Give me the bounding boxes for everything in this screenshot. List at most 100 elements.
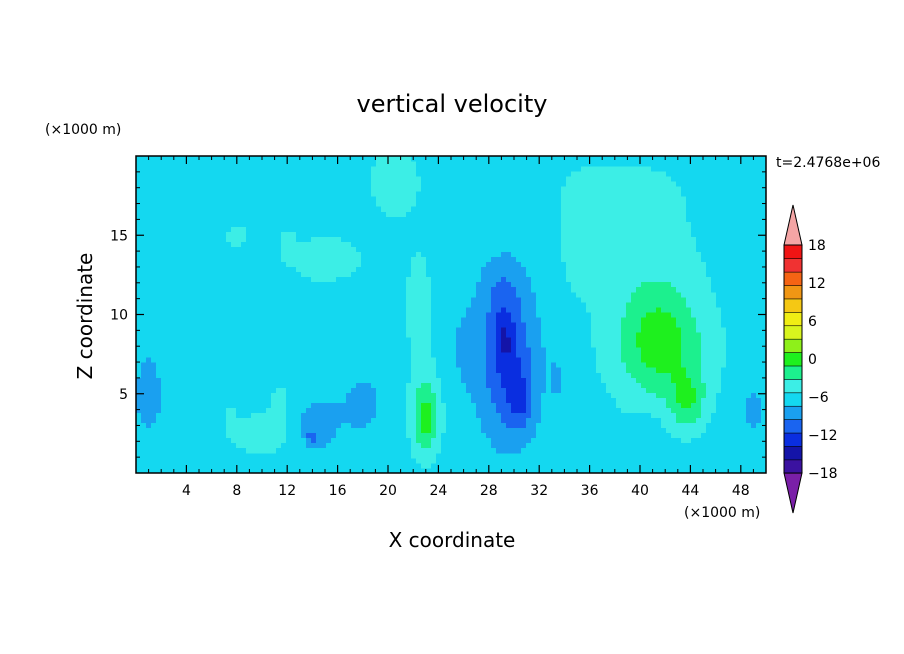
field-cell bbox=[451, 306, 457, 313]
field-cell bbox=[371, 286, 377, 293]
field-cell bbox=[756, 332, 762, 338]
field-cell bbox=[746, 342, 752, 348]
field-cell bbox=[721, 417, 727, 424]
field-cell bbox=[311, 322, 317, 328]
field-cell bbox=[401, 291, 407, 298]
field-cell bbox=[596, 372, 602, 378]
field-cell bbox=[316, 286, 322, 293]
field-cell bbox=[306, 402, 312, 408]
field-cell bbox=[471, 291, 477, 298]
field-cell bbox=[726, 291, 732, 298]
field-cell bbox=[611, 352, 617, 358]
field-cell bbox=[371, 442, 377, 449]
field-cell bbox=[531, 317, 537, 323]
field-cell bbox=[246, 342, 252, 348]
field-cell bbox=[676, 301, 682, 308]
field-cell bbox=[736, 332, 742, 338]
field-cell bbox=[216, 412, 222, 419]
field-cell bbox=[216, 322, 222, 328]
field-cell bbox=[286, 382, 292, 388]
field-cell bbox=[541, 377, 547, 383]
field-cell bbox=[326, 437, 332, 444]
field-cell bbox=[171, 306, 177, 313]
field-cell bbox=[421, 407, 427, 414]
field-cell bbox=[581, 322, 587, 328]
field-cell bbox=[476, 347, 482, 353]
field-cell bbox=[196, 432, 202, 439]
field-cell bbox=[146, 271, 152, 278]
field-cell bbox=[206, 372, 212, 378]
field-cell bbox=[161, 417, 167, 424]
field-cell bbox=[441, 397, 447, 403]
field-cell bbox=[351, 382, 357, 388]
field-cell bbox=[611, 281, 617, 288]
field-cell bbox=[546, 362, 552, 368]
field-cell bbox=[721, 392, 727, 398]
field-cell bbox=[326, 387, 332, 393]
field-cell bbox=[401, 402, 407, 408]
field-cell bbox=[481, 271, 487, 278]
field-cell bbox=[291, 306, 297, 313]
field-cell bbox=[576, 291, 582, 298]
field-cell bbox=[606, 392, 612, 398]
field-cell bbox=[366, 407, 372, 414]
field-cell bbox=[141, 372, 147, 378]
field-cell bbox=[646, 412, 652, 419]
field-cell bbox=[441, 407, 447, 414]
field-cell bbox=[586, 457, 592, 464]
field-cell bbox=[741, 392, 747, 398]
field-cell bbox=[211, 347, 217, 353]
field-cell bbox=[161, 467, 167, 474]
field-cell bbox=[196, 442, 202, 449]
field-cell bbox=[676, 372, 682, 378]
field-cell bbox=[291, 387, 297, 393]
field-cell bbox=[306, 467, 312, 474]
field-cell bbox=[561, 281, 567, 288]
field-cell bbox=[581, 377, 587, 383]
field-cell bbox=[706, 286, 712, 293]
field-cell bbox=[526, 327, 532, 333]
field-cell bbox=[581, 357, 587, 363]
field-cell bbox=[481, 417, 487, 424]
field-cell bbox=[306, 291, 312, 298]
field-cell bbox=[591, 467, 597, 474]
field-cell bbox=[511, 367, 517, 373]
field-cell bbox=[416, 452, 422, 459]
field-cell bbox=[496, 306, 502, 313]
field-cell bbox=[591, 347, 597, 353]
field-cell bbox=[206, 271, 212, 278]
field-cell bbox=[446, 306, 452, 313]
field-cell bbox=[546, 352, 552, 358]
field-cell bbox=[551, 462, 557, 469]
field-cell bbox=[596, 286, 602, 293]
field-cell bbox=[301, 291, 307, 298]
field-cell bbox=[211, 286, 217, 293]
field-cell bbox=[666, 322, 672, 328]
field-cell bbox=[226, 306, 232, 313]
field-cell bbox=[531, 347, 537, 353]
field-cell bbox=[266, 442, 272, 449]
field-cell bbox=[656, 467, 662, 474]
field-cell bbox=[331, 322, 337, 328]
field-cell bbox=[466, 377, 472, 383]
field-cell bbox=[311, 286, 317, 293]
field-cell bbox=[331, 432, 337, 439]
field-cell bbox=[261, 402, 267, 408]
field-cell bbox=[736, 327, 742, 333]
field-cell bbox=[686, 281, 692, 288]
field-cell bbox=[341, 317, 347, 323]
field-cell bbox=[606, 327, 612, 333]
field-cell bbox=[181, 452, 187, 459]
field-cell bbox=[481, 457, 487, 464]
field-cell bbox=[361, 412, 367, 419]
field-cell bbox=[601, 281, 607, 288]
field-cell bbox=[551, 392, 557, 398]
field-cell bbox=[271, 467, 277, 474]
field-cell bbox=[671, 357, 677, 363]
field-cell bbox=[746, 322, 752, 328]
field-cell bbox=[656, 382, 662, 388]
field-cell bbox=[691, 291, 697, 298]
field-cell bbox=[156, 397, 162, 403]
field-cell bbox=[701, 447, 707, 454]
field-cell bbox=[731, 432, 737, 439]
